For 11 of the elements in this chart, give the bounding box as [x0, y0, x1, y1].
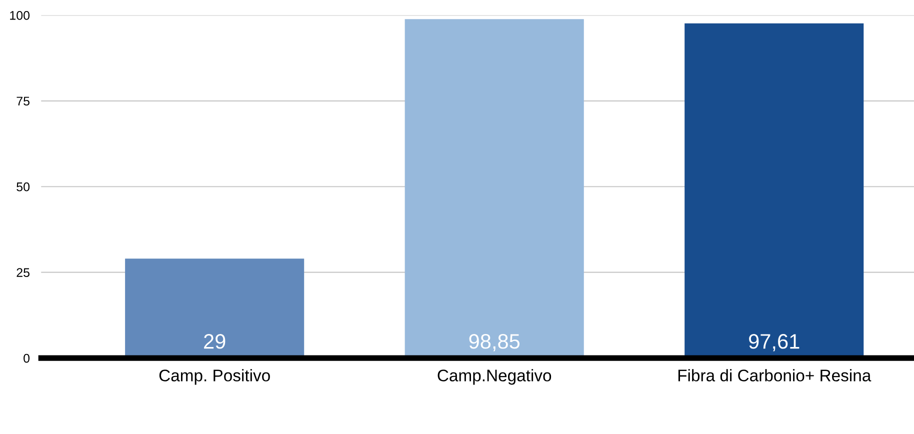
y-tick-label: 25	[16, 268, 30, 277]
x-tick-label: Camp.Negativo	[438, 369, 552, 385]
data-label: 98,85	[469, 334, 520, 352]
y-tick-label: 100	[10, 10, 30, 20]
x-tick-label: Fibra di Carbonio+ Resina	[678, 369, 872, 382]
y-tick-label: 75	[16, 96, 30, 106]
y-tick-label: 0	[24, 354, 30, 363]
data-label: 97,61	[749, 334, 800, 352]
x-tick-label: Camp. Positivo	[159, 369, 270, 385]
data-label: 29	[204, 334, 226, 349]
y-tick-label: 50	[16, 182, 30, 192]
